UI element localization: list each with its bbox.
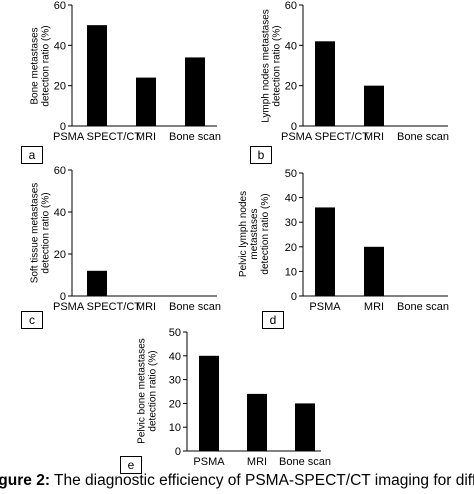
x-tick-label: Bone scan [279,456,331,468]
y-tick-label: 50 [285,168,297,180]
y-tick-label: 20 [54,81,66,93]
y-axis-label: detection ratio (%) [148,350,159,431]
panel-letter-box [250,146,272,164]
y-axis-label: Lymph nodes metastases [261,9,272,123]
x-tick-label: PSMA [193,456,225,468]
y-tick-label: 40 [285,40,297,52]
y-tick-label: 20 [169,398,181,410]
chart-panel-d: 0 10 20 30 40 50 PSMA MRI Bone scan Pelvic lymph … [238,168,449,329]
panel-letter: d [270,313,277,327]
y-tick-label: 0 [291,121,297,133]
x-tick-label: MRI [136,131,156,143]
x-tick-label: Bone scan [397,301,449,313]
bar [315,207,335,296]
y-tick-label: 40 [285,193,297,205]
y-tick-label: 10 [285,266,297,278]
y-tick-label: 0 [60,291,66,303]
x-tick-label: PSMA SPECT/CT [53,301,141,313]
x-tick-label: Bone scan [169,301,221,313]
y-tick-label: 0 [175,446,181,458]
bar [185,57,205,126]
y-axis-label: Soft tissue metastases [30,183,41,284]
panel-letter: a [29,148,36,162]
panel-letter-box [21,146,43,164]
y-axis-label: Pelvic bone metastases [137,338,148,444]
y-tick-label: 0 [291,291,297,303]
x-tick-label: MRI [364,131,384,143]
bar [295,403,315,451]
y-axis-label: Pelvic lymph nodes [238,191,249,277]
panel-letter-box [120,456,142,474]
y-tick-label: 10 [169,422,181,434]
y-tick-label: 40 [54,40,66,52]
caption-text: The diagnostic efficiency of PSMA-SPECT/… [54,472,474,489]
y-axis-label: detection ratio (%) [41,25,52,106]
y-tick-label: 40 [54,207,66,219]
chart-panel-e: 0 10 20 30 40 50 PSMA MRI Bone scan Pelvic bone m… [120,327,331,474]
x-tick-label: PSMA SPECT/CT [281,131,369,143]
x-tick-label: Bone scan [169,131,221,143]
y-tick-label: 60 [285,0,297,12]
y-tick-label: 0 [60,121,66,133]
panel-letter: e [128,458,135,472]
y-tick-label: 30 [285,217,297,229]
figure-caption: igure 2: The diagnostic efficiency of PS… [0,472,474,490]
y-tick-label: 60 [54,0,66,12]
x-tick-label: PSMA [309,301,341,313]
x-tick-label: MRI [247,456,267,468]
y-axis-label: detection ratio (%) [260,193,271,274]
y-tick-label: 30 [169,375,181,387]
x-tick-label: Bone scan [397,131,449,143]
y-tick-label: 50 [169,327,181,339]
bar [364,85,384,126]
y-axis-label: detection ratio (%) [41,192,52,273]
bar [315,41,335,126]
x-tick-label: MRI [364,301,384,313]
bar [199,355,219,451]
y-axis-label: detection ratio (%) [272,25,283,106]
y-tick-label: 60 [54,165,66,177]
bar [87,270,107,296]
panel-letter: c [29,313,35,327]
bar [136,77,156,126]
x-tick-label: PSMA SPECT/CT [53,131,141,143]
panel-letter: b [258,148,265,162]
x-tick-label: MRI [136,301,156,313]
y-axis-label: metastases [249,208,260,259]
caption-label: igure 2: [0,472,50,489]
panel-letter-box [21,311,43,329]
bar [247,393,267,451]
bar [364,246,384,296]
y-tick-label: 20 [54,249,66,261]
y-tick-label: 20 [285,242,297,254]
y-tick-label: 40 [169,351,181,363]
bar [87,25,107,127]
y-axis-label: Bone metastases [30,27,41,104]
panel-letter-box [262,311,284,329]
y-tick-label: 20 [285,81,297,93]
